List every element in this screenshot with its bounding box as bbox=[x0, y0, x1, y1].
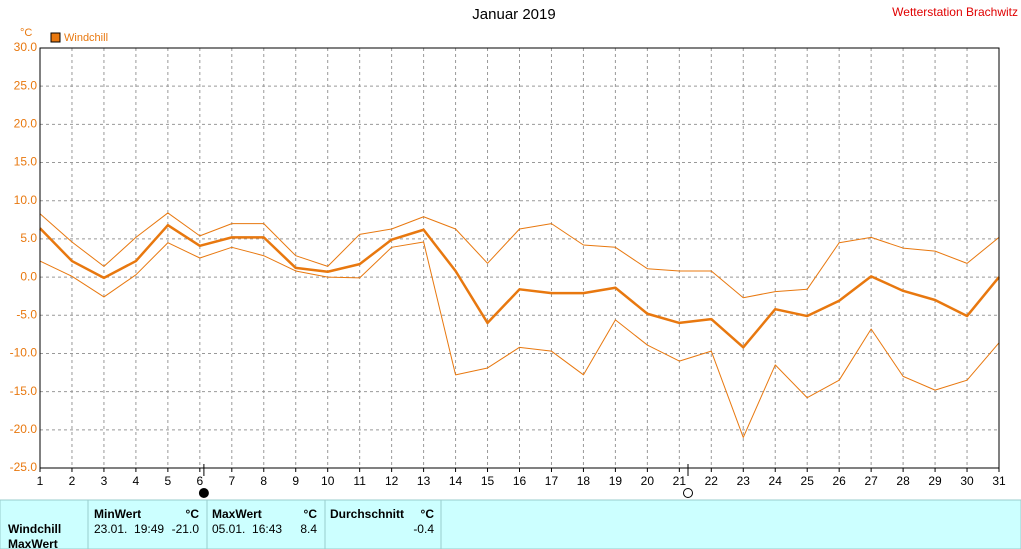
line-series bbox=[39, 212, 1000, 299]
y-tick-label: 5.0 bbox=[20, 231, 37, 245]
cell: 8.4 bbox=[300, 522, 317, 536]
x-tick-label: 27 bbox=[864, 474, 878, 488]
stats-table bbox=[0, 500, 1021, 549]
col-header: Durchschnitt bbox=[330, 507, 404, 521]
x-tick-label: 8 bbox=[260, 474, 267, 488]
row-label: Windchill bbox=[8, 522, 61, 536]
x-tick-label: 29 bbox=[928, 474, 942, 488]
x-tick-label: 21 bbox=[673, 474, 687, 488]
line-series bbox=[39, 223, 1000, 349]
x-tick-label: 20 bbox=[641, 474, 655, 488]
col-header: MaxWert bbox=[212, 507, 262, 521]
x-tick-label: 22 bbox=[705, 474, 719, 488]
x-tick-label: 10 bbox=[321, 474, 335, 488]
y-tick-label: -15.0 bbox=[10, 384, 38, 398]
col-unit: °C bbox=[421, 507, 435, 521]
x-tick-label: 30 bbox=[960, 474, 974, 488]
x-tick-label: 19 bbox=[609, 474, 623, 488]
x-tick-label: 23 bbox=[737, 474, 751, 488]
x-tick-label: 15 bbox=[481, 474, 495, 488]
x-tick-label: 17 bbox=[545, 474, 559, 488]
cell: 05.01. 16:43 bbox=[212, 522, 282, 536]
cell: -0.4 bbox=[413, 522, 434, 536]
cell: -21.0 bbox=[172, 522, 200, 536]
y-tick-label: 25.0 bbox=[14, 78, 38, 92]
y-tick-label: 30.0 bbox=[14, 40, 38, 54]
y-unit: °C bbox=[20, 27, 32, 39]
chart-title: Januar 2019 bbox=[472, 6, 555, 23]
cell: 23.01. 19:49 bbox=[94, 522, 164, 536]
y-tick-label: -20.0 bbox=[10, 422, 38, 436]
x-tick-label: 31 bbox=[992, 474, 1006, 488]
stats-border bbox=[0, 499, 1021, 549]
x-tick-label: 14 bbox=[449, 474, 463, 488]
y-tick-label: 20.0 bbox=[14, 117, 38, 131]
x-tick-label: 6 bbox=[196, 474, 203, 488]
legend-label: Windchill bbox=[64, 32, 108, 44]
x-tick-label: 28 bbox=[896, 474, 910, 488]
x-tick-label: 25 bbox=[801, 474, 815, 488]
x-tick-label: 13 bbox=[417, 474, 431, 488]
col-header: MinWert bbox=[94, 507, 141, 521]
x-tick-label: 9 bbox=[292, 474, 299, 488]
row-label: MaxWert bbox=[8, 537, 58, 549]
x-tick-label: 2 bbox=[69, 474, 76, 488]
x-tick-label: 16 bbox=[513, 474, 527, 488]
x-tick-label: 12 bbox=[385, 474, 399, 488]
x-tick-label: 11 bbox=[353, 474, 366, 488]
x-tick-label: 24 bbox=[769, 474, 783, 488]
plot bbox=[39, 47, 1000, 469]
col-unit: °C bbox=[186, 507, 200, 521]
station-name: Wetterstation Brachwitz bbox=[892, 5, 1018, 19]
legend-swatch bbox=[50, 32, 61, 43]
x-tick-label: 4 bbox=[133, 474, 140, 488]
x-tick-label: 18 bbox=[577, 474, 591, 488]
y-tick-label: 0.0 bbox=[20, 269, 37, 283]
y-tick-label: 10.0 bbox=[14, 193, 38, 207]
full-moon bbox=[683, 488, 693, 498]
line-series bbox=[39, 241, 1000, 438]
new-moon bbox=[198, 488, 209, 498]
y-tick-label: -25.0 bbox=[10, 460, 38, 474]
y-tick-label: -10.0 bbox=[10, 346, 38, 360]
col-unit: °C bbox=[304, 507, 318, 521]
x-tick-label: 7 bbox=[228, 474, 235, 488]
x-tick-label: 1 bbox=[37, 474, 44, 488]
y-tick-label: -5.0 bbox=[16, 307, 37, 321]
x-tick-label: 26 bbox=[832, 474, 846, 488]
x-tick-label: 3 bbox=[101, 474, 108, 488]
x-tick-label: 5 bbox=[165, 474, 172, 488]
y-tick-label: 15.0 bbox=[14, 155, 38, 169]
